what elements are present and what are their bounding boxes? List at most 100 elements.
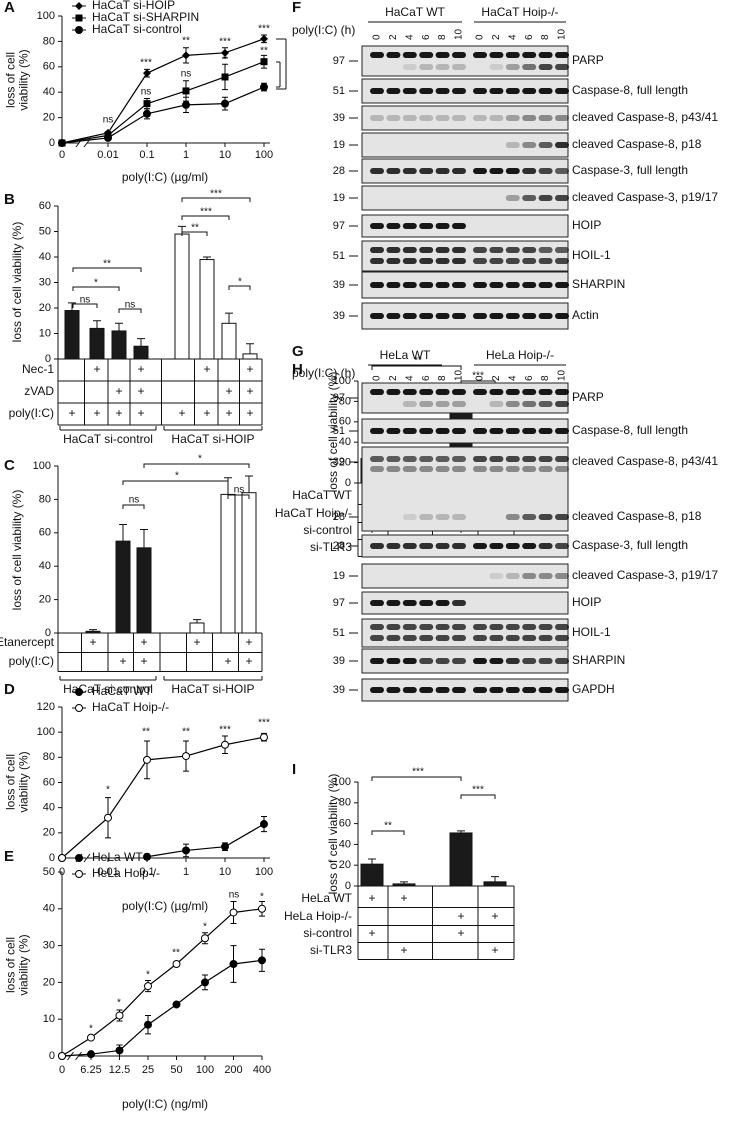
- significance: ns: [125, 300, 136, 311]
- band: [473, 88, 487, 94]
- band: [473, 258, 487, 264]
- y-tick-label: 100: [333, 776, 351, 788]
- band: [370, 624, 384, 630]
- blot-box: [361, 105, 569, 131]
- significance-bracket: [460, 794, 496, 799]
- timepoint: 10: [454, 28, 465, 40]
- legend-marker: [75, 26, 83, 34]
- significance: *: [106, 785, 110, 796]
- panel-label: A: [4, 0, 15, 16]
- band: [452, 635, 466, 641]
- band: [505, 635, 520, 641]
- band: [522, 52, 537, 58]
- band: [555, 573, 569, 579]
- y-tick-label: 0: [345, 477, 351, 489]
- band: [402, 658, 417, 664]
- error-bar: [245, 475, 253, 493]
- band: [419, 514, 434, 520]
- marker: [115, 1046, 124, 1055]
- x-tick-label: 1: [183, 149, 189, 161]
- table-cell: +: [225, 384, 232, 398]
- band: [522, 88, 537, 94]
- band: [402, 88, 417, 94]
- significance: ns: [234, 485, 245, 496]
- band: [522, 258, 537, 264]
- band: [402, 282, 417, 288]
- blot-group: HeLa WT: [380, 348, 431, 362]
- x-tick-label: 0.1: [139, 149, 154, 161]
- blot-label: GAPDH: [572, 682, 615, 696]
- band: [370, 543, 384, 549]
- table-cell: +: [203, 362, 210, 376]
- band: [402, 600, 417, 606]
- band: [435, 64, 450, 70]
- significance: ***: [472, 785, 484, 796]
- band: [419, 115, 434, 121]
- y-tick-label: 0: [45, 353, 51, 365]
- table-cell: +: [115, 384, 122, 398]
- series-line: [146, 823, 265, 858]
- band: [452, 223, 466, 229]
- band: [489, 258, 504, 264]
- blot-box: [361, 563, 569, 589]
- bar: [115, 540, 131, 634]
- y-tick-label: 40: [43, 86, 55, 98]
- band: [538, 428, 553, 434]
- band: [555, 635, 569, 641]
- blot-group: HaCaT Hoip-/-: [481, 5, 558, 19]
- blot-label: Caspase-3, full length: [572, 163, 688, 177]
- band: [419, 658, 434, 664]
- marker: [229, 908, 238, 917]
- band: [538, 658, 553, 664]
- y-tick-label: 30: [39, 276, 51, 288]
- band: [370, 223, 384, 229]
- axis-break: [83, 853, 91, 863]
- y-tick-label: 40: [339, 838, 351, 850]
- band: [419, 635, 434, 641]
- band: [505, 687, 520, 693]
- band: [555, 64, 569, 70]
- table-cell: +: [93, 406, 100, 420]
- marker: [258, 904, 266, 913]
- marker: [172, 1000, 181, 1009]
- marker: [221, 740, 229, 749]
- marker: [260, 58, 268, 66]
- band: [370, 466, 384, 472]
- mw-marker: 97: [333, 55, 345, 67]
- band: [538, 64, 553, 70]
- band: [473, 282, 487, 288]
- y-tick-label: 20: [339, 457, 351, 469]
- bar: [220, 493, 236, 634]
- y-tick-label: 60: [43, 776, 55, 788]
- band: [522, 313, 537, 319]
- band: [489, 168, 504, 174]
- marker: [143, 755, 151, 764]
- series-line: [61, 736, 265, 859]
- row-label: si-TLR3: [310, 540, 352, 554]
- row-label: HaCaT WT: [292, 488, 352, 502]
- band: [435, 282, 450, 288]
- row-label: Nec-1: [22, 362, 54, 376]
- band: [419, 428, 434, 434]
- band: [555, 401, 569, 407]
- panel-label: I: [292, 761, 296, 778]
- y-tick-label: 20: [43, 112, 55, 124]
- mw-marker: 28: [333, 165, 345, 177]
- y-tick-label: 0: [49, 137, 55, 149]
- band: [555, 687, 569, 693]
- significance: *: [89, 1024, 93, 1035]
- error-bar: [368, 858, 376, 865]
- timepoint: 4: [507, 34, 518, 40]
- band: [522, 168, 537, 174]
- band: [402, 635, 417, 641]
- band: [473, 115, 487, 121]
- band: [435, 313, 450, 319]
- band: [386, 282, 401, 288]
- band: [522, 428, 537, 434]
- bar: [111, 330, 127, 360]
- marker: [182, 100, 190, 109]
- significance: ns: [181, 69, 192, 80]
- blot-label: cleaved Caspase-3, p19/17: [572, 568, 718, 582]
- band: [370, 600, 384, 606]
- table-cell: +: [193, 635, 200, 649]
